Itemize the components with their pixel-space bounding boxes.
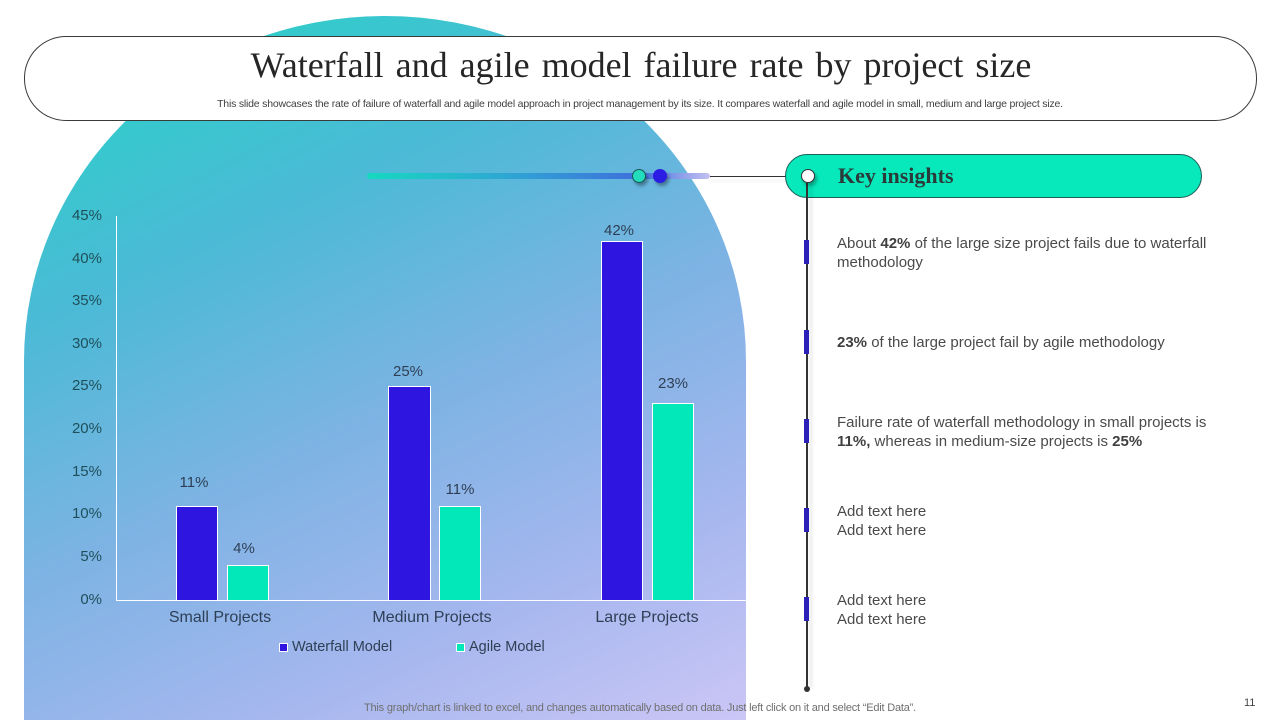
y-tick-label: 25%	[71, 377, 102, 394]
timeline-marker-icon	[804, 240, 809, 264]
y-tick-label: 5%	[80, 548, 102, 565]
bar-waterfall-medium[interactable]	[388, 386, 431, 601]
decorative-dot-blue-icon	[653, 169, 667, 183]
insight-item: About 42% of the large size project fail…	[837, 235, 1207, 271]
insight-item: 23% of the large project fail by agile m…	[837, 334, 1165, 351]
legend-item-agile[interactable]: Agile Model	[456, 639, 545, 655]
y-tick-label: 40%	[71, 250, 102, 267]
x-category-label: Large Projects	[595, 609, 699, 626]
decorative-gradient-line	[367, 173, 710, 179]
y-tick-label: 20%	[71, 420, 102, 437]
y-axis	[116, 216, 117, 601]
header-banner	[24, 36, 1257, 121]
x-axis	[116, 600, 746, 601]
data-label: 25%	[392, 363, 424, 380]
connector-line	[710, 176, 808, 177]
timeline-end-dot-icon	[804, 686, 810, 692]
legend-item-waterfall[interactable]: Waterfall Model	[279, 639, 392, 655]
timeline-marker-icon	[804, 508, 809, 532]
y-tick-label: 30%	[71, 335, 102, 352]
data-label: 4%	[233, 540, 255, 557]
timeline-marker-icon	[804, 330, 809, 354]
x-category-label: Small Projects	[168, 609, 272, 626]
bar-agile-small[interactable]	[227, 565, 269, 601]
footnote: This graph/chart is linked to excel, and…	[364, 702, 916, 714]
page-subtitle: This slide showcases the rate of failure…	[217, 98, 1063, 110]
data-label: 11%	[179, 474, 209, 491]
y-tick-label: 10%	[71, 505, 102, 522]
insight-item-placeholder: Add text here Add text here	[837, 503, 927, 539]
timeline-marker-icon	[804, 597, 809, 621]
bar-waterfall-large[interactable]	[601, 241, 643, 601]
timeline-marker-icon	[804, 419, 809, 443]
key-insights-header	[785, 154, 1202, 198]
page-title: Waterfall and agile model failure rate b…	[250, 45, 1032, 85]
timeline-start-node-icon	[801, 169, 815, 183]
decorative-dot-teal-icon	[632, 169, 646, 183]
bar-agile-large[interactable]	[652, 403, 694, 601]
legend-swatch-icon	[279, 642, 288, 652]
insight-item-placeholder: Add text here Add text here	[837, 592, 927, 628]
legend-swatch-icon	[456, 642, 465, 652]
bar-waterfall-small[interactable]	[176, 506, 218, 601]
key-insights-title: Key insights	[838, 163, 954, 188]
x-category-label: Medium Projects	[372, 609, 492, 626]
y-tick-label: 45%	[71, 207, 102, 224]
insight-item: Failure rate of waterfall methodology in…	[837, 414, 1207, 450]
y-tick-label: 0%	[80, 591, 102, 608]
data-label: 11%	[445, 481, 475, 498]
y-tick-label: 15%	[71, 463, 102, 480]
data-label: 23%	[657, 375, 689, 392]
data-label: 42%	[603, 222, 635, 239]
y-tick-label: 35%	[71, 292, 102, 309]
bar-agile-medium[interactable]	[439, 506, 481, 601]
page-number: 11	[1244, 697, 1256, 709]
